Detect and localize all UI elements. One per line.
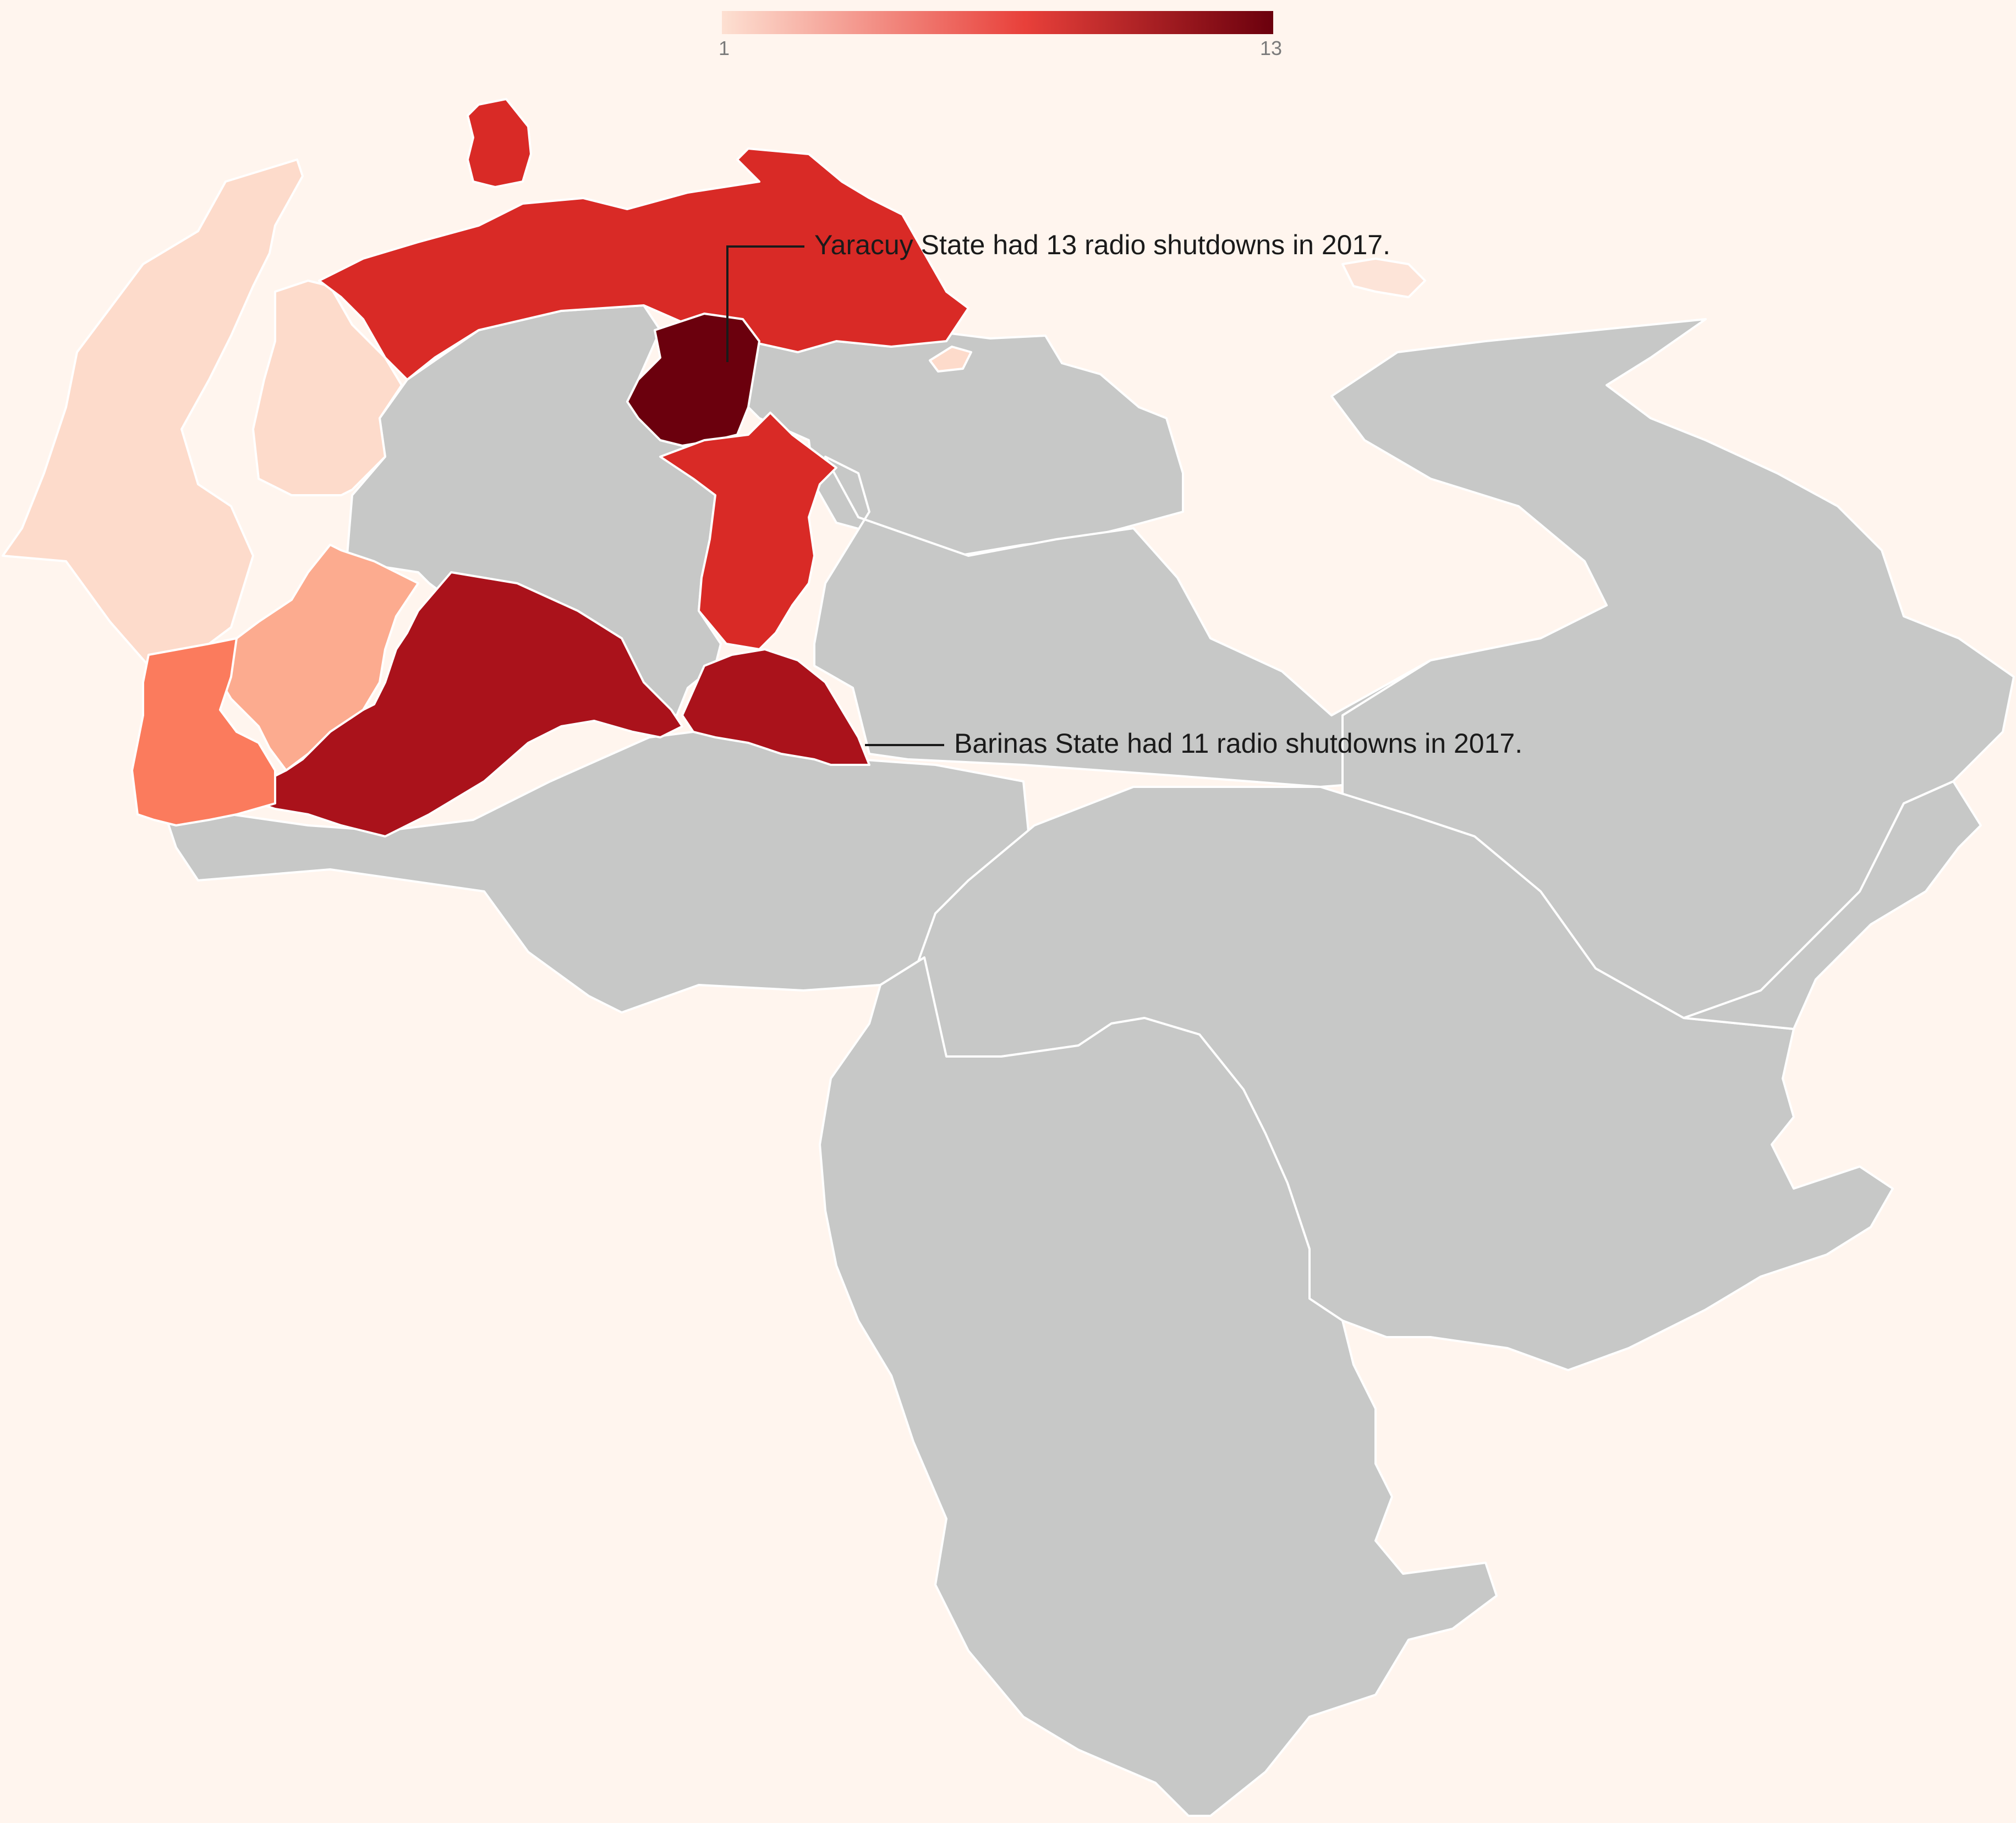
legend-max-label: 13 <box>1260 37 1282 59</box>
state-lara-portuguesa[interactable] <box>346 304 722 716</box>
data-states <box>2 98 1426 837</box>
state-falcon[interactable] <box>318 147 969 381</box>
annotation-barinas: Barinas State had 11 radio shutdowns in … <box>865 728 1522 759</box>
legend-min-label: 1 <box>719 37 730 59</box>
no-data-states <box>164 304 2015 1817</box>
state-merida[interactable] <box>213 544 419 771</box>
state-caracas[interactable] <box>929 346 972 373</box>
state-delta-amacuro[interactable] <box>1683 780 1982 1030</box>
annotation-text-barinas: Barinas State had 11 radio shutdowns in … <box>954 728 1522 759</box>
color-legend: 1 13 <box>719 11 1282 59</box>
state-cojedes[interactable] <box>659 412 837 650</box>
state-zulia-east[interactable] <box>252 280 403 496</box>
state-barinas-east[interactable] <box>681 648 870 766</box>
state-barinas-west[interactable] <box>241 571 683 837</box>
state-tachira[interactable] <box>131 637 276 826</box>
annotation-text-yaracuy: Yaracuy State had 13 radio shutdowns in … <box>814 229 1390 260</box>
state-amazonas[interactable] <box>819 956 1498 1817</box>
state-margarita[interactable] <box>1341 258 1426 298</box>
state-aruba[interactable] <box>467 98 532 188</box>
legend-gradient-bar <box>722 11 1273 34</box>
annotation-yaracuy: Yaracuy State had 13 radio shutdowns in … <box>726 229 1390 362</box>
callout-line-yaracuy <box>726 245 804 362</box>
